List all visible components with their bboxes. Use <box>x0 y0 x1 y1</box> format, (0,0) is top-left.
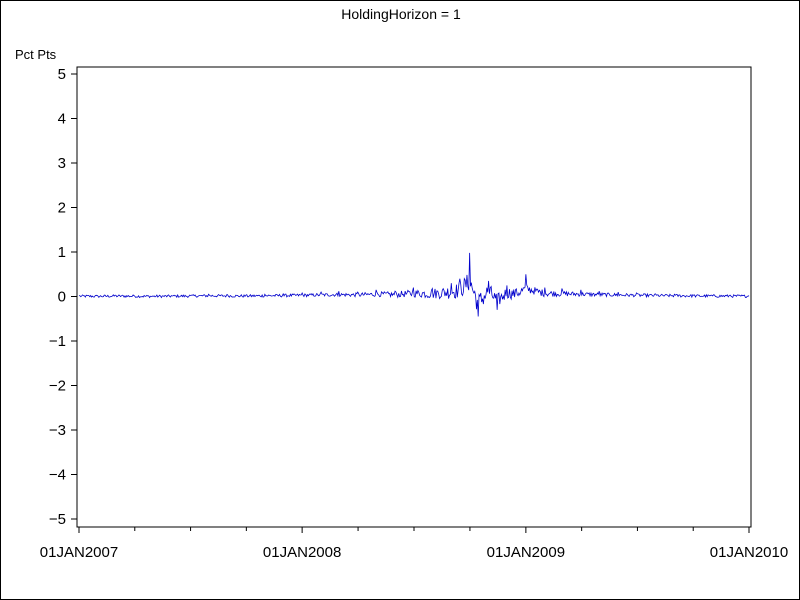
y-tick-label: 2 <box>58 200 66 217</box>
series-line <box>78 252 750 317</box>
x-tick-label: 01JAN2009 <box>487 544 565 561</box>
y-tick-label: 4 <box>58 111 66 128</box>
x-tick-label: 01JAN2010 <box>710 544 788 561</box>
y-axis-label: Pct Pts <box>15 47 57 62</box>
y-axis: 5 4 3 2 1 0 −1 −2 −3 −4 −5 <box>49 66 77 528</box>
x-tick-label: 01JAN2008 <box>263 544 341 561</box>
y-tick-label: 5 <box>58 66 66 83</box>
y-tick-label: −1 <box>49 333 66 350</box>
y-tick-label: −3 <box>49 422 66 439</box>
y-tick-label: 1 <box>58 244 66 261</box>
y-tick-label: −2 <box>49 378 66 395</box>
y-tick-label: −4 <box>49 467 66 484</box>
x-axis: 01JAN2007 01JAN2008 01JAN2009 01JAN2010 <box>40 527 788 561</box>
y-tick-label: 3 <box>58 155 66 172</box>
x-tick-label: 01JAN2007 <box>40 544 118 561</box>
y-tick-label: 0 <box>58 289 66 306</box>
series-layer <box>78 252 750 317</box>
chart-title: HoldingHorizon = 1 <box>341 6 461 22</box>
y-tick-label: −5 <box>49 511 66 528</box>
